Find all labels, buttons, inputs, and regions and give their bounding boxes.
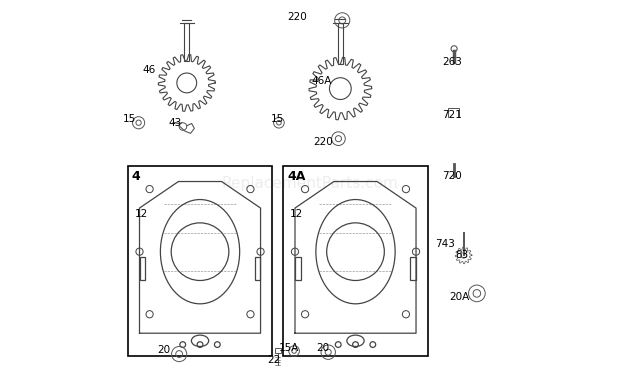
Text: ReplacementParts.com: ReplacementParts.com [221,176,399,191]
Text: 43: 43 [169,118,182,128]
Text: 220: 220 [313,137,333,147]
Text: 15A: 15A [279,343,299,353]
Text: 263: 263 [442,57,462,67]
Text: 15: 15 [271,114,285,124]
Text: 720: 720 [442,171,462,181]
Text: 12: 12 [290,209,303,219]
Text: 12: 12 [135,209,148,219]
Text: 83: 83 [455,251,468,261]
Text: 743: 743 [435,239,454,249]
Bar [140,257,145,280]
Text: 15: 15 [123,114,136,124]
Bar [128,166,272,356]
Bar [338,23,343,65]
Text: 22: 22 [267,355,281,365]
Bar [185,23,189,61]
Text: 4: 4 [132,170,141,183]
Text: ~: ~ [169,115,184,133]
Bar [410,257,416,280]
Text: 220: 220 [287,11,307,21]
Text: 20: 20 [317,343,330,353]
Bar [283,166,428,356]
Text: 20: 20 [157,345,170,355]
Bar [295,257,301,280]
Text: 4A: 4A [287,170,306,183]
Text: 20A: 20A [450,292,470,302]
Text: 46A: 46A [311,76,332,86]
Bar [255,257,260,280]
Text: 721: 721 [442,110,462,120]
Text: 46: 46 [142,65,156,74]
Bar [275,348,281,353]
